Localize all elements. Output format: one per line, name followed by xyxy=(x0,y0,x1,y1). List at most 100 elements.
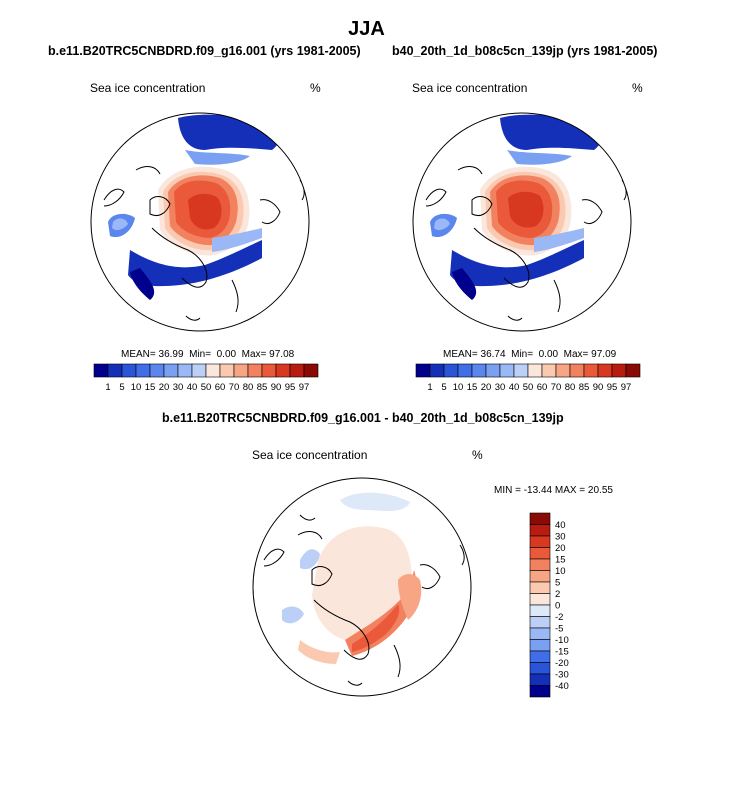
map1-ice-tail xyxy=(212,228,262,252)
colorbar2-swatch xyxy=(583,363,599,378)
colorbar3-swatch xyxy=(529,604,551,617)
map1-ice-95 xyxy=(188,193,222,230)
colorbar1-swatch xyxy=(191,363,207,378)
map3-diff-band xyxy=(345,570,416,656)
colorbar3-tick-label: 40 xyxy=(555,520,566,531)
map2-field xyxy=(430,114,602,300)
colorbar2-swatch xyxy=(611,363,627,378)
colorbar2-swatch xyxy=(569,363,585,378)
panel2-min-label: Min= xyxy=(511,349,534,360)
colorbar2-swatch xyxy=(541,363,557,378)
colorbar2-tick-label: 5 xyxy=(441,382,446,393)
colorbar1-swatch xyxy=(219,363,235,378)
map1-coastlines xyxy=(103,166,305,321)
colorbar2-swatch xyxy=(513,363,529,378)
colorbar3-swatch xyxy=(529,616,551,629)
figure-title: JJA xyxy=(348,18,385,40)
panel2-max-value: 97.09 xyxy=(591,349,617,360)
colorbar2-swatch xyxy=(415,363,431,378)
colorbar3-tick-label: 20 xyxy=(555,543,566,554)
colorbar1-tick-label: 70 xyxy=(229,382,240,393)
map-panel-1 xyxy=(90,112,310,332)
map3-frame xyxy=(252,477,472,697)
colorbar1-tick-label: 30 xyxy=(173,382,184,393)
map1-ice-siberia xyxy=(178,114,280,150)
panel3-units-label: % xyxy=(472,448,483,462)
map1-field xyxy=(108,114,280,300)
colorbar1-tick-label: 95 xyxy=(285,382,296,393)
colorbar1-tick-label: 15 xyxy=(145,382,156,393)
map1-ice-labrador xyxy=(128,240,262,287)
colorbar1-swatch xyxy=(149,363,165,378)
colorbar1-swatch xyxy=(163,363,179,378)
panel1-variable-label: Sea ice concentration xyxy=(90,81,206,95)
colorbar1-tick-label: 85 xyxy=(257,382,268,393)
colorbar1-swatch xyxy=(261,363,277,378)
panel3-variable-label: Sea ice concentration xyxy=(252,448,368,462)
colorbar2-swatch xyxy=(443,363,459,378)
colorbar3-tick-label: -2 xyxy=(555,612,563,623)
colorbar3-swatch xyxy=(529,512,551,525)
map2-coastlines xyxy=(425,166,627,321)
colorbar1-swatch xyxy=(289,363,305,378)
colorbar2-swatch xyxy=(499,363,515,378)
panel2-min-value: 0.00 xyxy=(538,349,559,360)
colorbar1-tick-label: 5 xyxy=(119,382,124,393)
colorbar2-tick-label: 10 xyxy=(453,382,464,393)
map3-coastlines xyxy=(263,514,465,686)
colorbar-2: 1 5 10 15 20 30 40 50 60 70 80 85 90 95 97 xyxy=(415,363,641,393)
colorbar2-swatch xyxy=(597,363,613,378)
colorbar2-tick-label: 80 xyxy=(565,382,576,393)
panel2-max-label: Max= xyxy=(563,349,589,360)
colorbar1-swatch xyxy=(303,363,319,378)
colorbar2-tick-label: 85 xyxy=(579,382,590,393)
map3-field xyxy=(282,492,422,664)
colorbar3-tick-label: 30 xyxy=(555,532,566,543)
panel1-mean-value: 36.99 xyxy=(158,349,184,360)
map1-ice-greenland-sea xyxy=(130,268,155,300)
colorbar1-swatch xyxy=(247,363,263,378)
colorbar-1: 1 5 10 15 20 30 40 50 60 70 80 85 90 95 97 xyxy=(93,363,319,393)
map2-ice-labrador xyxy=(450,240,584,287)
colorbar2-tick-label: 70 xyxy=(551,382,562,393)
colorbar1-swatch xyxy=(275,363,291,378)
colorbar1-tick-label: 60 xyxy=(215,382,226,393)
panel2-stats: MEAN= 36.74 Min= 0.00 Max= 97.09 xyxy=(443,349,616,360)
colorbar1-tick-label: 40 xyxy=(187,382,198,393)
map2-ice-tail xyxy=(534,228,584,252)
colorbar2-swatch xyxy=(457,363,473,378)
colorbar2-swatch xyxy=(527,363,543,378)
colorbar2-swatch xyxy=(429,363,445,378)
colorbar1-swatch xyxy=(205,363,221,378)
map2-ice-siberia xyxy=(500,114,602,150)
colorbar1-tick-label: 80 xyxy=(243,382,254,393)
colorbar3-swatch xyxy=(529,673,551,686)
colorbar3-tick-label: 15 xyxy=(555,555,566,566)
colorbar1-tick-label: 1 xyxy=(105,382,110,393)
panel2-mean-value: 36.74 xyxy=(480,349,506,360)
colorbar3-swatch xyxy=(529,685,551,698)
map2-ice-greenland-sea xyxy=(452,268,477,300)
map3-diff-left xyxy=(282,606,304,624)
colorbar2-tick-label: 97 xyxy=(621,382,632,393)
colorbar1-tick-label: 50 xyxy=(201,382,212,393)
colorbar1-tick-label: 90 xyxy=(271,382,282,393)
map3-diff-atlantic xyxy=(298,640,340,664)
colorbar2-tick-label: 1 xyxy=(427,382,432,393)
map3-diff-top xyxy=(340,492,410,512)
panel2-units-label: % xyxy=(632,81,643,95)
map-panel-2 xyxy=(412,112,632,332)
map2-ice-hudson-inner xyxy=(434,218,450,231)
panel1-min-value: 0.00 xyxy=(216,349,237,360)
colorbar3-tick-label: 5 xyxy=(555,578,560,589)
colorbar3-swatch xyxy=(529,547,551,560)
colorbar3-tick-label: -10 xyxy=(555,635,569,646)
colorbar1-swatch xyxy=(177,363,193,378)
colorbar1-swatch xyxy=(233,363,249,378)
colorbar1-swatch xyxy=(93,363,109,378)
colorbar3-tick-label: -30 xyxy=(555,670,569,681)
colorbar3-tick-label: -5 xyxy=(555,624,563,635)
map-panel-3 xyxy=(252,477,472,697)
